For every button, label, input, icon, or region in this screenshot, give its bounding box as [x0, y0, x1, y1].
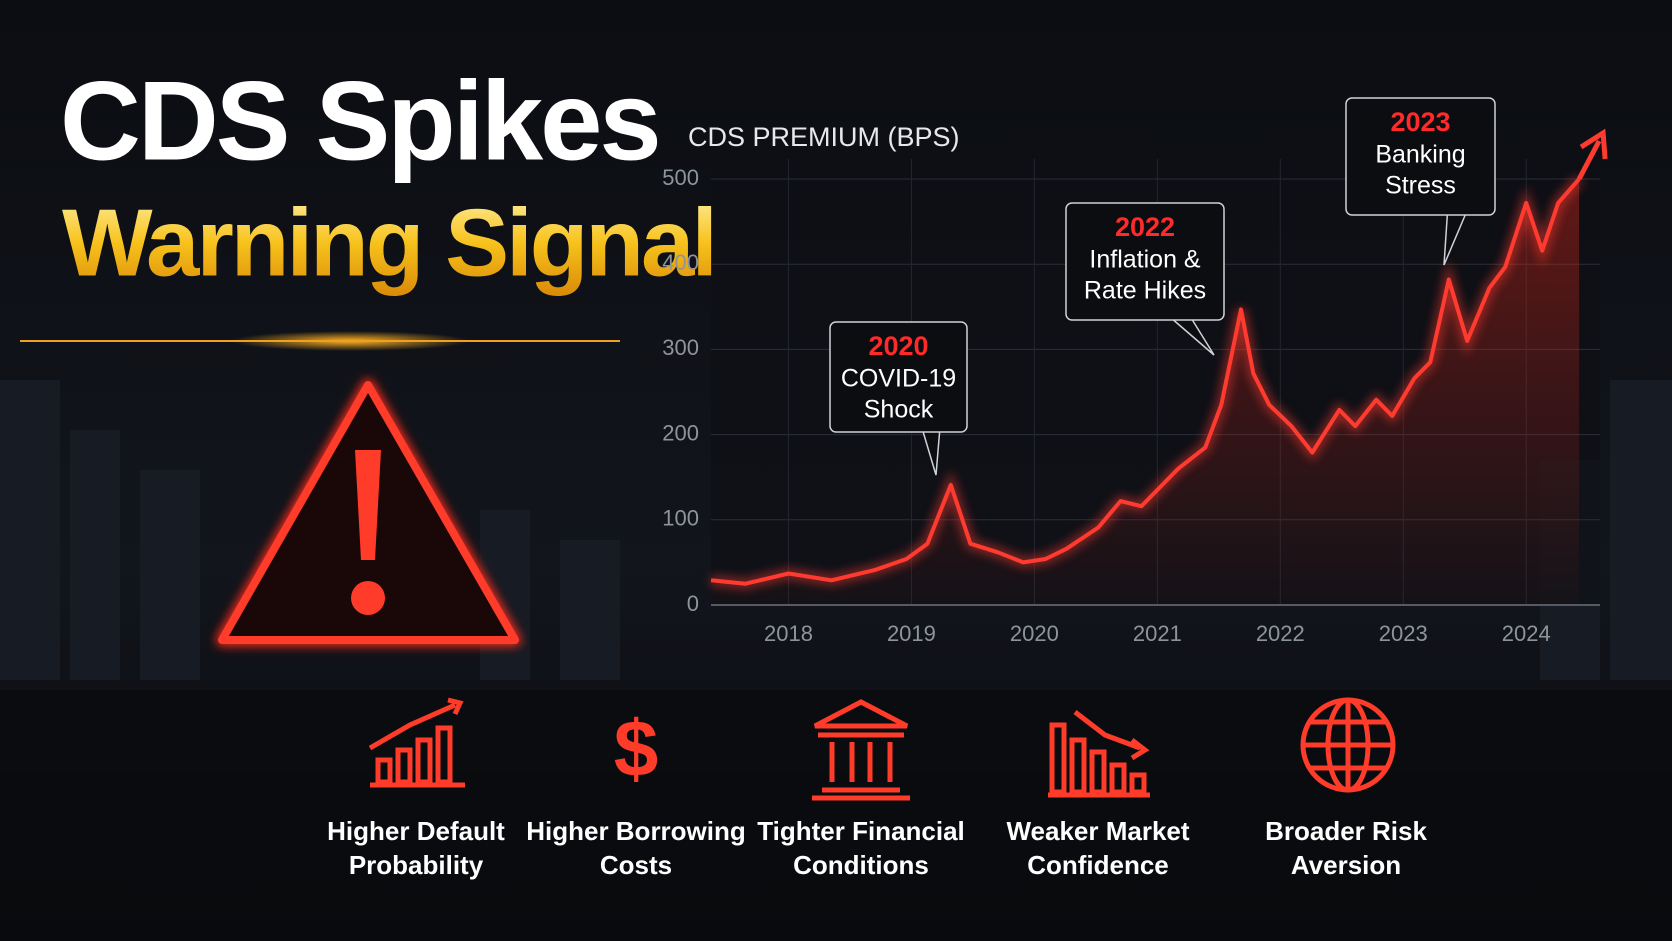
- y-tick-label: 400: [662, 250, 699, 275]
- callout-year: 2020: [868, 331, 928, 361]
- impact-label: Broader Risk: [1265, 816, 1427, 846]
- title-line1: CDS Spikes: [60, 59, 659, 184]
- y-tick-label: 500: [662, 165, 699, 190]
- callout-text: Rate Hikes: [1084, 277, 1206, 305]
- y-tick-label: 100: [662, 506, 699, 531]
- svg-text:$: $: [614, 704, 659, 793]
- callout-box: [1345, 97, 1496, 216]
- y-tick-label: 200: [662, 420, 699, 445]
- line-area: [711, 179, 1580, 605]
- x-tick-label: 2024: [1502, 621, 1551, 646]
- y-tick-label: 0: [687, 591, 699, 616]
- impact-icons: $: [368, 697, 1396, 801]
- x-tick-label: 2022: [1256, 621, 1305, 646]
- x-tick-label: 2021: [1133, 621, 1182, 646]
- callout-pointer: [922, 431, 941, 476]
- callout-text: COVID-19: [841, 365, 956, 393]
- impact-label: Aversion: [1291, 850, 1401, 880]
- impact-label: Costs: [600, 850, 672, 880]
- callout-pointer: [1443, 214, 1466, 266]
- x-tick-label: 2019: [887, 621, 936, 646]
- impact-label: Conditions: [793, 850, 929, 880]
- y-axis-label: CDS PREMIUM (BPS): [688, 122, 960, 152]
- title-line2: Warning Signal: [62, 189, 715, 296]
- impact-label: Probability: [349, 850, 484, 880]
- impact-label: Tighter Financial: [757, 816, 965, 846]
- impact-label: Weaker Market: [1006, 816, 1189, 846]
- y-tick-label: 300: [662, 335, 699, 360]
- callout-box: [829, 321, 968, 433]
- callout-text: Stress: [1385, 172, 1456, 200]
- line: [710, 177, 1581, 586]
- callout-text: Banking: [1375, 141, 1465, 169]
- impact-label: Higher Default: [327, 816, 505, 846]
- trend-arrow: [1576, 128, 1608, 181]
- chart: CDS PREMIUM (BPS) 0 100 200 300 400 500 2018 201…: [662, 97, 1608, 646]
- callout-text: Shock: [864, 396, 934, 424]
- callout-box: [1065, 202, 1225, 321]
- x-tick-label: 2020: [1010, 621, 1059, 646]
- callout-year: 2022: [1115, 212, 1175, 242]
- x-tick-label: 2018: [764, 621, 813, 646]
- callout-pointer: [1172, 319, 1215, 356]
- impact-label: Higher Borrowing: [526, 816, 746, 846]
- callout-text: Inflation &: [1089, 246, 1201, 274]
- warning-icon: [216, 379, 521, 646]
- x-tick-label: 2023: [1379, 621, 1428, 646]
- impact-label: Confidence: [1027, 850, 1169, 880]
- callout-year: 2023: [1390, 107, 1450, 137]
